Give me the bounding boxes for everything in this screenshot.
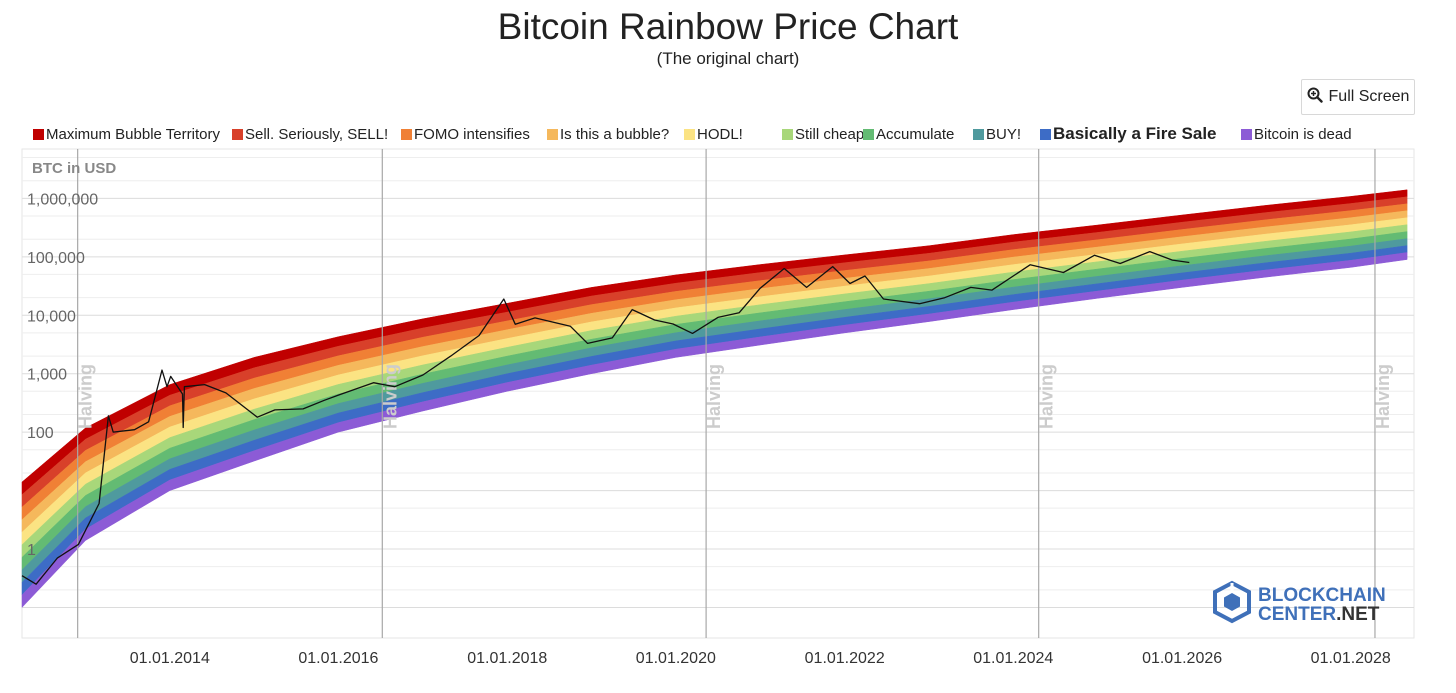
legend-swatch xyxy=(782,128,793,140)
y-tick-label: 1,000,000 xyxy=(27,191,98,208)
price-layer xyxy=(21,250,1190,585)
legend-swatch xyxy=(33,128,44,140)
rainbow-chart: Halving Halving Halving Halving Halving 1 100… xyxy=(21,148,1415,667)
legend-item[interactable]: HODL! xyxy=(684,123,743,145)
full-screen-label: Full Screen xyxy=(1328,88,1410,105)
legend-label: Is this a bubble? xyxy=(560,125,670,143)
halving-label: Halving xyxy=(1373,364,1393,429)
band-layer xyxy=(21,189,1408,609)
x-tick-label: 01.01.2024 xyxy=(973,650,1053,667)
legend-item[interactable]: BUY! xyxy=(973,123,1021,145)
legend-label: Bitcoin is dead xyxy=(1254,125,1352,143)
svg-text:CENTER.NET: CENTER.NET xyxy=(1258,604,1380,625)
y-tick-label: 1,000 xyxy=(27,367,67,384)
legend-item[interactable]: Maximum Bubble Territory xyxy=(33,123,220,145)
legend-label: Still cheap xyxy=(795,125,865,143)
price-line xyxy=(21,250,1190,585)
halving-label: Halving xyxy=(704,364,724,429)
legend-label: Basically a Fire Sale xyxy=(1053,124,1217,143)
legend-item[interactable]: FOMO intensifies xyxy=(401,123,530,145)
logo-line2-suffix: .NET xyxy=(1336,604,1380,625)
legend-item[interactable]: Accumulate xyxy=(863,123,954,145)
x-tick-label: 01.01.2014 xyxy=(130,650,210,667)
y-tick-label: 10,000 xyxy=(27,308,76,325)
logo-line2: CENTER xyxy=(1258,604,1336,625)
legend-label: Sell. Seriously, SELL! xyxy=(245,125,389,143)
x-axis-ticks: 01.01.2014 01.01.2016 01.01.2018 01.01.2020… xyxy=(130,650,1391,667)
x-tick-label: 01.01.2022 xyxy=(805,650,885,667)
halving-label: Halving xyxy=(380,364,400,429)
y-tick-label: 100,000 xyxy=(27,250,85,267)
legend-swatch xyxy=(1241,128,1252,140)
legend-item[interactable]: Bitcoin is dead xyxy=(1241,123,1352,145)
magnifier-icon xyxy=(1307,87,1323,108)
legend-label: BUY! xyxy=(986,125,1022,143)
x-tick-label: 01.01.2020 xyxy=(636,650,716,667)
y-axis-label: BTC in USD xyxy=(32,160,116,177)
legend-label: FOMO intensifies xyxy=(414,125,530,143)
rainbow-band xyxy=(21,252,1408,609)
logo-line1: BLOCKCHAIN xyxy=(1258,585,1386,606)
x-tick-label: 01.01.2026 xyxy=(1142,650,1222,667)
halving-label: Halving xyxy=(76,364,96,429)
legend-swatch xyxy=(863,128,874,140)
halving-layer: Halving Halving Halving Halving Halving xyxy=(76,149,1393,638)
legend-item[interactable]: Sell. Seriously, SELL! xyxy=(232,123,388,145)
full-screen-button[interactable]: Full Screen xyxy=(1301,79,1415,115)
chart-title: Bitcoin Rainbow Price Chart xyxy=(497,6,959,47)
y-axis-ticks: 1 100 1,000 10,000 100,000 1,000,000 xyxy=(27,191,98,559)
legend-swatch xyxy=(973,128,984,140)
legend-swatch xyxy=(232,128,243,140)
y-tick-label: 1 xyxy=(27,542,36,559)
halving-label: Halving xyxy=(1037,364,1057,429)
legend-label: Maximum Bubble Territory xyxy=(46,125,220,143)
chart-subtitle: (The original chart) xyxy=(656,49,800,68)
legend-item[interactable]: Basically a Fire Sale xyxy=(1040,123,1217,145)
legend-swatch xyxy=(684,128,695,140)
x-tick-label: 01.01.2016 xyxy=(298,650,378,667)
x-tick-label: 01.01.2028 xyxy=(1311,650,1391,667)
legend-item[interactable]: Still cheap xyxy=(782,123,864,145)
legend-label: Accumulate xyxy=(876,125,955,143)
legend-item[interactable]: Is this a bubble? xyxy=(547,123,669,145)
y-tick-label: 100 xyxy=(27,425,54,442)
blockchaincenter-logo: BLOCKCHAIN CENTER.NET xyxy=(1213,580,1386,625)
legend-swatch xyxy=(547,128,558,140)
x-tick-label: 01.01.2018 xyxy=(467,650,547,667)
legend-swatch xyxy=(1040,128,1051,140)
legend-swatch xyxy=(401,128,412,140)
cube-logo-icon xyxy=(1213,580,1251,624)
legend-label: HODL! xyxy=(697,125,743,143)
